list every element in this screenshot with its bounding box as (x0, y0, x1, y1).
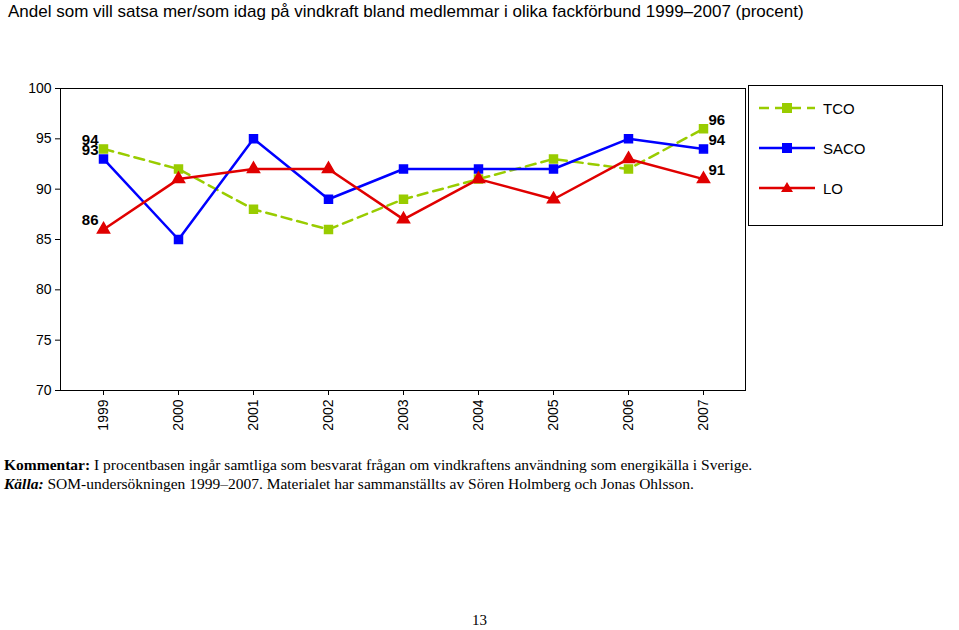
svg-text:94: 94 (709, 131, 726, 148)
svg-text:2000: 2000 (170, 399, 186, 430)
svg-text:2005: 2005 (545, 399, 561, 430)
html-text:Källa: SOM-undersökningen 1999: Källa: SOM-undersökningen 1999–2007. Mat… (4, 475, 694, 492)
svg-text:90: 90 (36, 181, 52, 197)
svg-text:2007: 2007 (695, 399, 711, 430)
svg-text:70: 70 (36, 382, 52, 398)
html-text:LO: LO (823, 179, 843, 197)
svg-text:2006: 2006 (620, 399, 636, 430)
svg-text:96: 96 (709, 111, 726, 128)
svg-text:95: 95 (36, 130, 52, 146)
svg-text:93: 93 (82, 141, 99, 158)
svg-text:85: 85 (36, 231, 52, 247)
svg-text:94: 94 (81, 130, 99, 148)
svg-text:2003: 2003 (395, 399, 411, 430)
html-text:Kommentar: I procentbasen ingå: Kommentar: I procentbasen ingår samtliga… (4, 456, 753, 473)
html-text:Andel som vill satsa mer/som i: Andel som vill satsa mer/som idag på vin… (8, 2, 804, 21)
html-text:TCO: TCO (823, 99, 855, 117)
svg-text:100: 100 (28, 80, 52, 96)
svg-text:1999: 1999 (95, 399, 111, 430)
html-text:SACO: SACO (823, 139, 866, 157)
svg-text:75: 75 (36, 332, 52, 348)
svg-text:2001: 2001 (245, 399, 261, 430)
svg-text:91: 91 (709, 161, 726, 178)
svg-text:2002: 2002 (320, 399, 336, 430)
html-text:13: 13 (472, 612, 487, 628)
svg-text:2004: 2004 (470, 399, 486, 430)
svg-text:86: 86 (82, 211, 99, 228)
svg-text:80: 80 (36, 281, 52, 297)
